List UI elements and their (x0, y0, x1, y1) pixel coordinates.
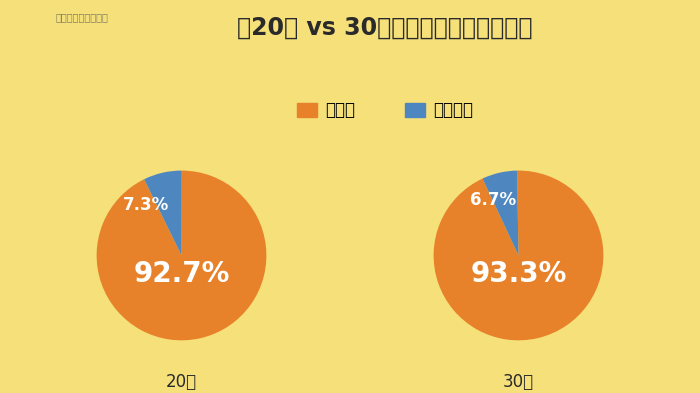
Text: 7.3%: 7.3% (122, 195, 169, 213)
Wedge shape (97, 171, 267, 340)
Wedge shape (482, 171, 519, 255)
Wedge shape (433, 171, 603, 340)
Text: 93.3%: 93.3% (470, 260, 567, 288)
Text: 6.7%: 6.7% (470, 191, 516, 209)
Text: 、20代 vs 30代】株式投賄の累計損益: 、20代 vs 30代】株式投賄の累計損益 (237, 16, 533, 40)
Text: 30代: 30代 (503, 373, 534, 391)
Text: 株の学校ドットコム: 株の学校ドットコム (56, 12, 109, 22)
Legend: プラス, マイナス: プラス, マイナス (290, 95, 480, 126)
Text: 92.7%: 92.7% (133, 260, 230, 288)
Wedge shape (144, 171, 182, 255)
Text: 20代: 20代 (166, 373, 197, 391)
